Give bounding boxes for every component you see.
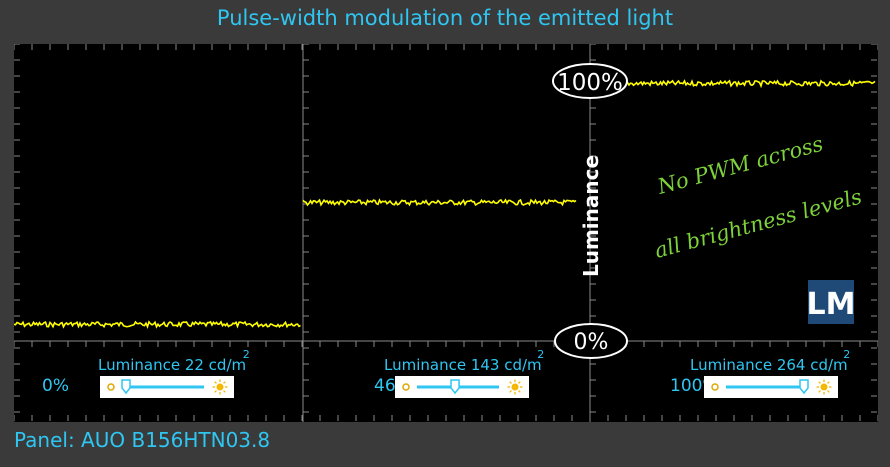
luminance-label: Luminance 143 cd/m bbox=[384, 356, 542, 374]
slider-knob bbox=[450, 379, 460, 395]
mark-0-label: 0% bbox=[574, 330, 609, 355]
luminance-superscript: 2 bbox=[243, 348, 250, 361]
luminance-superscript: 2 bbox=[843, 348, 850, 361]
sun-ray bbox=[827, 381, 830, 384]
plot-background bbox=[14, 44, 878, 422]
mark-0-ellipse bbox=[554, 323, 628, 359]
sun-ray bbox=[223, 381, 226, 384]
sun-ray bbox=[214, 381, 217, 384]
luminance-label: Luminance 264 cd/m bbox=[690, 356, 848, 374]
mark-100-ellipse bbox=[552, 63, 628, 99]
panel-label: Panel: AUO B156HTN03.8 bbox=[14, 428, 271, 452]
bright-sun-icon bbox=[820, 383, 828, 391]
dim-sun-icon bbox=[402, 383, 410, 391]
sun-ray bbox=[214, 390, 217, 393]
caption-series-2: 100%Luminance 264 cd/m2 bbox=[670, 348, 850, 398]
lm-logo: LM bbox=[807, 280, 856, 324]
bright-sun-icon bbox=[216, 383, 224, 391]
bright-sun-icon bbox=[511, 383, 519, 391]
y-axis-label: Luminance bbox=[579, 155, 603, 277]
oscilloscope-plot: 100% 0% Luminance No PWM across all brig… bbox=[14, 44, 878, 422]
slider-knob bbox=[799, 379, 809, 395]
sun-ray bbox=[509, 381, 512, 384]
svg-text:LM: LM bbox=[807, 287, 856, 322]
sun-ray bbox=[518, 390, 521, 393]
sun-ray bbox=[818, 390, 821, 393]
caption-series-1: 46%Luminance 143 cd/m2 bbox=[374, 348, 544, 398]
chart-title: Pulse-width modulation of the emitted li… bbox=[216, 6, 674, 30]
sun-ray bbox=[818, 381, 821, 384]
dim-sun-icon bbox=[711, 383, 719, 391]
mark-100-label: 100% bbox=[557, 70, 623, 96]
trace-series-1 bbox=[302, 198, 577, 207]
dim-sun-icon bbox=[107, 383, 115, 391]
slider-knob bbox=[121, 379, 131, 395]
luminance-label: Luminance 22 cd/m bbox=[98, 356, 246, 374]
grid bbox=[14, 44, 878, 422]
luminance-superscript: 2 bbox=[537, 348, 544, 361]
brightness-percent: 0% bbox=[42, 376, 69, 396]
y-marks: 100% 0% bbox=[552, 63, 628, 359]
sun-ray bbox=[509, 390, 512, 393]
sun-ray bbox=[223, 390, 226, 393]
trace-series-0 bbox=[14, 320, 301, 330]
traces bbox=[14, 79, 876, 330]
sun-ray bbox=[827, 390, 830, 393]
sun-ray bbox=[518, 381, 521, 384]
trace-series-2 bbox=[625, 79, 876, 89]
caption-series-0: 0% Luminance 22 cd/m2 bbox=[42, 348, 250, 398]
